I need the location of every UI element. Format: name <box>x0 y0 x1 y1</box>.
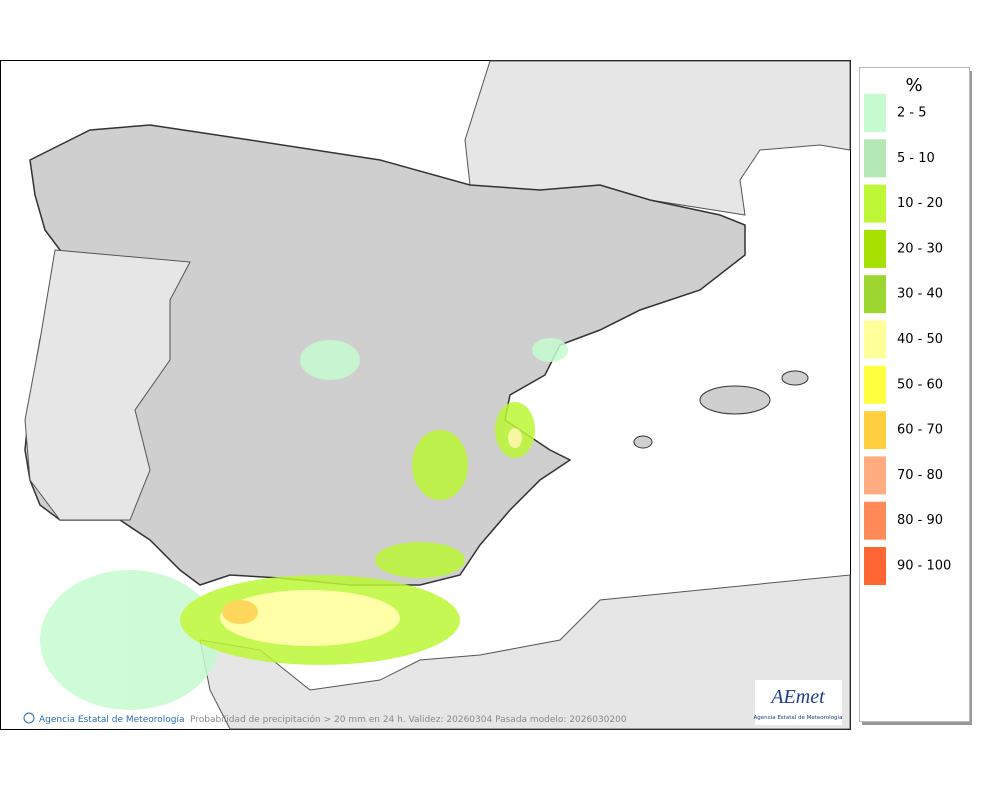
legend-swatch <box>864 320 886 359</box>
logo-subtitle: Agencia Estatal de Meteorología <box>754 714 843 721</box>
legend-swatch <box>864 365 886 404</box>
legend-swatch <box>864 501 886 540</box>
legend-label: 40 - 50 <box>897 332 943 347</box>
legend-label: 5 - 10 <box>897 151 935 166</box>
logo: AEmet <box>769 686 825 708</box>
legend-label: 60 - 70 <box>897 423 943 438</box>
precipitation <box>40 338 568 710</box>
legend-swatch <box>864 184 886 223</box>
legend-label: 2 - 5 <box>897 106 927 121</box>
legend-label: 10 - 20 <box>897 196 943 211</box>
legend-swatch <box>864 94 886 132</box>
legend-label: 50 - 60 <box>897 377 943 392</box>
legend-title: % <box>905 75 922 96</box>
iberia <box>24 124 746 586</box>
legend-label: 80 - 90 <box>897 513 943 528</box>
legend: 2 - 5 5 - 10 10 - 20 20 - 30 30 - 40 40 - 50 5… <box>864 94 951 585</box>
legend-swatch <box>864 547 886 585</box>
legend-label: 20 - 30 <box>897 241 943 256</box>
menorca <box>781 370 809 386</box>
logo-box <box>755 680 842 725</box>
france <box>464 60 851 216</box>
legend-label: 30 - 40 <box>897 287 943 302</box>
legend-swatch <box>864 139 886 178</box>
caption: Probabilidad de precipitación > 20 mm en… <box>190 714 627 725</box>
ibiza <box>633 435 653 449</box>
legend-label: 90 - 100 <box>897 559 951 574</box>
mallorca <box>699 385 771 415</box>
legend-label: 70 - 80 <box>897 468 943 483</box>
legend-swatch <box>864 275 886 314</box>
credit: Agencia Estatal de Meteorología <box>39 715 185 725</box>
legend-swatch <box>864 411 886 450</box>
legend-swatch <box>864 456 886 495</box>
legend-swatch <box>864 229 886 268</box>
portugal <box>24 249 191 521</box>
africa <box>199 574 851 730</box>
copyright-icon <box>23 712 35 724</box>
